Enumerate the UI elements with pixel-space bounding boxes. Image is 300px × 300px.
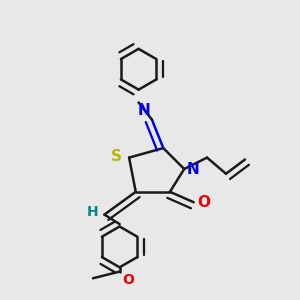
Text: N: N [187, 161, 199, 176]
Text: H: H [87, 205, 98, 219]
Text: S: S [111, 148, 122, 164]
Text: O: O [197, 195, 210, 210]
Text: O: O [123, 273, 134, 287]
Text: N: N [138, 103, 150, 118]
